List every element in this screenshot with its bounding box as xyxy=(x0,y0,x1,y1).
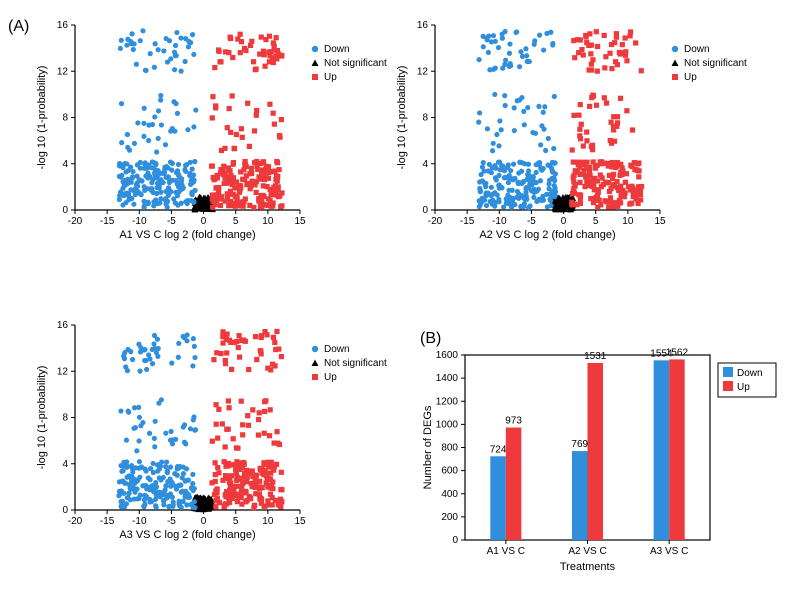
svg-text:5: 5 xyxy=(233,516,239,527)
svg-text:0: 0 xyxy=(201,216,207,227)
svg-text:15: 15 xyxy=(294,216,306,227)
svg-text:5: 5 xyxy=(233,216,239,227)
volcano-chart-a3: -20 -15 -10 -5 0 5 10 15 0 4 8 12 16 A3 VS C log 2 (f… xyxy=(33,319,420,542)
svg-text:-5: -5 xyxy=(527,216,536,227)
volcano-chart-a2: -20 -15 -10 -5 0 5 10 15 0 4 8 12 16 A2 VS C log 2 (f… xyxy=(393,19,780,242)
svg-text:4: 4 xyxy=(62,459,68,470)
svg-text:0: 0 xyxy=(201,516,207,527)
svg-text:10: 10 xyxy=(622,216,634,227)
svg-text:800: 800 xyxy=(441,443,458,454)
svg-text:16: 16 xyxy=(417,20,429,31)
svg-text:10: 10 xyxy=(262,216,274,227)
svg-text:1600: 1600 xyxy=(436,350,459,361)
svg-text:A3 VS C: A3 VS C xyxy=(650,546,688,557)
svg-text:12: 12 xyxy=(417,66,429,77)
svg-text:-log 10 (1-probability): -log 10 (1-probability) xyxy=(36,66,48,170)
svg-text:4: 4 xyxy=(62,159,68,170)
svg-text:0: 0 xyxy=(561,216,567,227)
svg-text:-20: -20 xyxy=(68,216,83,227)
svg-text:769: 769 xyxy=(571,439,588,450)
svg-text:-10: -10 xyxy=(492,216,507,227)
svg-text:1562: 1562 xyxy=(666,347,689,358)
svg-text:10: 10 xyxy=(262,516,274,527)
svg-text:973: 973 xyxy=(505,415,522,426)
svg-text:Number of DEGs: Number of DEGs xyxy=(422,405,434,489)
svg-text:-5: -5 xyxy=(167,516,176,527)
svg-text:-15: -15 xyxy=(100,516,115,527)
svg-text:1531: 1531 xyxy=(584,351,607,362)
svg-text:-log 10 (1-probability): -log 10 (1-probability) xyxy=(36,366,48,470)
svg-text:Down: Down xyxy=(324,344,350,355)
svg-text:-15: -15 xyxy=(100,216,115,227)
svg-text:8: 8 xyxy=(62,413,68,424)
svg-text:200: 200 xyxy=(441,512,458,523)
svg-text:1200: 1200 xyxy=(436,396,459,407)
svg-text:4: 4 xyxy=(422,159,428,170)
panel-a-label: (A) xyxy=(8,18,29,36)
svg-text:Down: Down xyxy=(737,368,763,379)
svg-text:1400: 1400 xyxy=(436,373,459,384)
svg-text:8: 8 xyxy=(62,113,68,124)
svg-text:A1 VS C: A1 VS C xyxy=(487,546,525,557)
svg-text:-20: -20 xyxy=(68,516,83,527)
svg-text:400: 400 xyxy=(441,489,458,500)
svg-text:15: 15 xyxy=(294,516,306,527)
svg-text:-15: -15 xyxy=(460,216,475,227)
svg-text:15: 15 xyxy=(654,216,666,227)
svg-text:Down: Down xyxy=(324,44,350,55)
volcano-chart-a1: -20 -15 -10 -5 0 5 10 15 0 4 8 12 16 A1 VS C log 2 (f… xyxy=(33,19,420,242)
svg-text:16: 16 xyxy=(57,320,69,331)
svg-text:-10: -10 xyxy=(132,516,147,527)
svg-text:16: 16 xyxy=(57,20,69,31)
svg-text:-log 10 (1-probability): -log 10 (1-probability) xyxy=(396,66,408,170)
svg-text:724: 724 xyxy=(490,444,507,455)
svg-text:-20: -20 xyxy=(428,216,443,227)
svg-text:1000: 1000 xyxy=(436,419,459,430)
svg-text:600: 600 xyxy=(441,466,458,477)
svg-text:A2 VS C log 2 (fold change): A2 VS C log 2 (fold change) xyxy=(479,229,615,241)
svg-text:A1 VS C log 2 (fold change): A1 VS C log 2 (fold change) xyxy=(119,229,255,241)
svg-text:0: 0 xyxy=(452,535,458,546)
svg-text:Up: Up xyxy=(684,72,697,83)
svg-text:12: 12 xyxy=(57,66,69,77)
svg-text:Not significant: Not significant xyxy=(684,58,747,69)
svg-text:Down: Down xyxy=(684,44,710,55)
svg-text:0: 0 xyxy=(422,205,428,216)
svg-text:Up: Up xyxy=(737,382,750,393)
svg-text:Not significant: Not significant xyxy=(324,358,387,369)
svg-text:8: 8 xyxy=(422,113,428,124)
svg-text:-10: -10 xyxy=(132,216,147,227)
svg-text:Treatments: Treatments xyxy=(560,561,616,573)
svg-text:5: 5 xyxy=(593,216,599,227)
svg-text:Up: Up xyxy=(324,72,337,83)
deg-barchart: 0 200 400 600 800 1000 1200 1400 1600 A1 VS C 724 9… xyxy=(419,337,788,574)
svg-text:0: 0 xyxy=(62,205,68,216)
svg-text:Up: Up xyxy=(324,372,337,383)
svg-text:0: 0 xyxy=(62,505,68,516)
svg-text:A2 VS C: A2 VS C xyxy=(568,546,606,557)
svg-text:A3 VS C log 2 (fold change): A3 VS C log 2 (fold change) xyxy=(119,529,255,541)
svg-text:-5: -5 xyxy=(167,216,176,227)
svg-text:12: 12 xyxy=(57,366,69,377)
svg-text:Not significant: Not significant xyxy=(324,58,387,69)
